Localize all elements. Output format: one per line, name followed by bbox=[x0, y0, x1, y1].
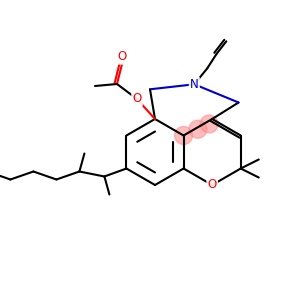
Circle shape bbox=[189, 120, 207, 138]
Circle shape bbox=[200, 115, 218, 133]
Text: N: N bbox=[190, 78, 199, 91]
Text: O: O bbox=[208, 178, 217, 191]
Text: O: O bbox=[117, 50, 127, 64]
Circle shape bbox=[175, 127, 193, 145]
Text: O: O bbox=[132, 92, 142, 106]
